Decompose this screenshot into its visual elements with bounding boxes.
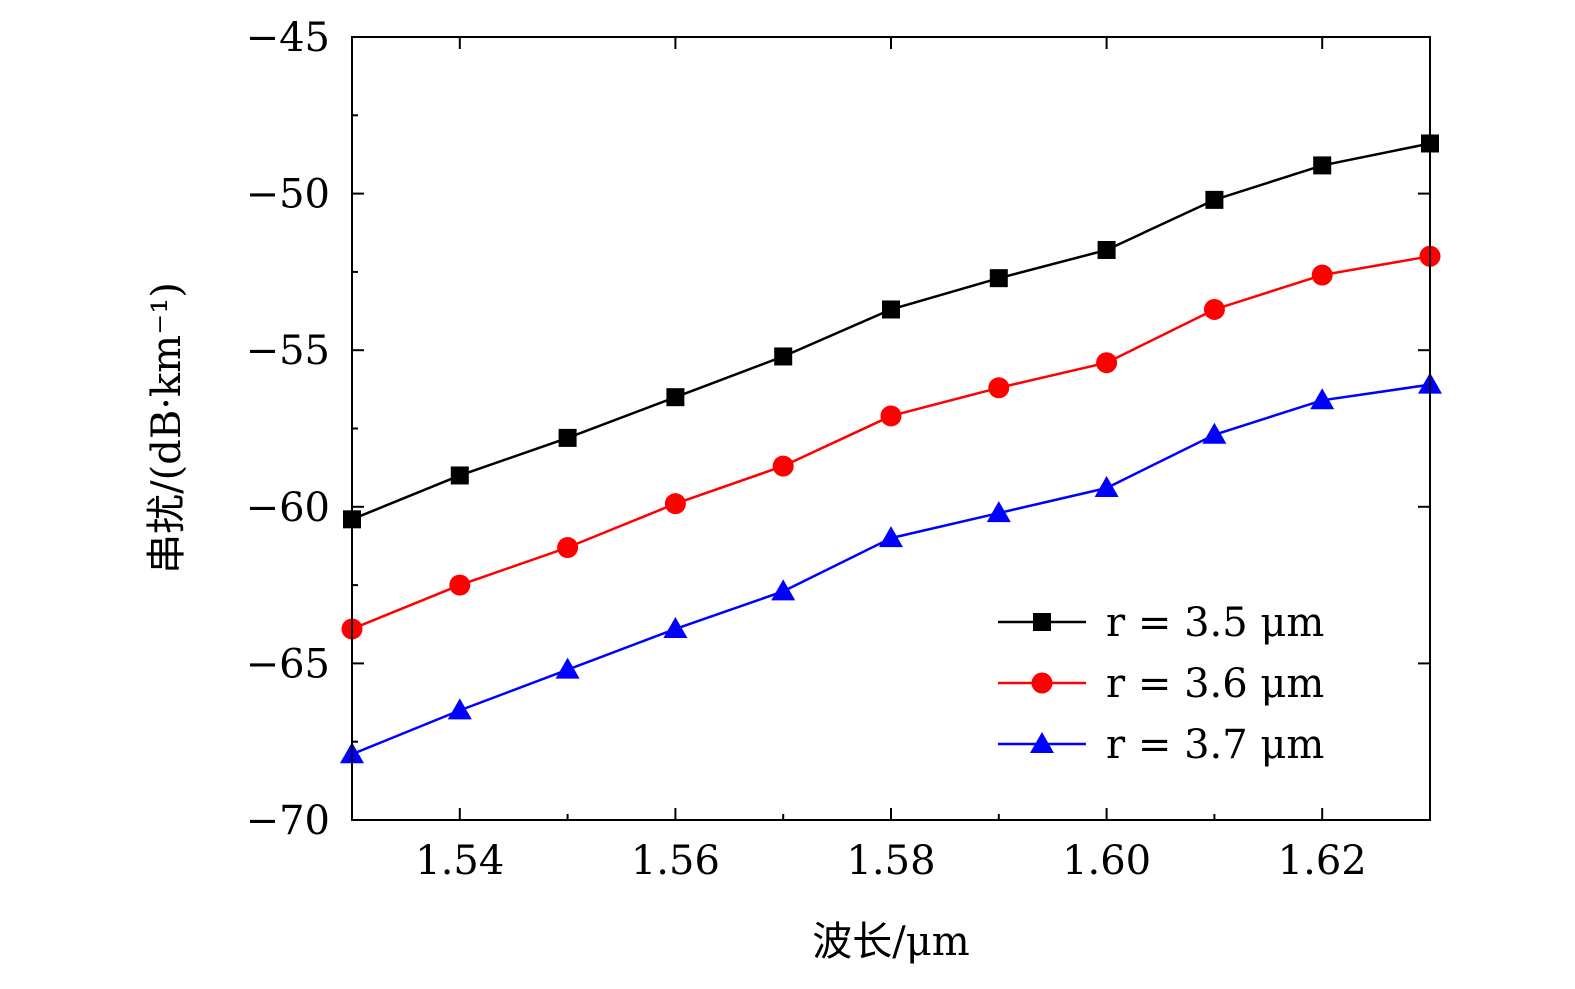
- legend-item: r = 3.5 μm: [998, 600, 1324, 646]
- y-tick-label: −70: [246, 798, 330, 844]
- data-point: [880, 405, 902, 427]
- data-point: [1311, 264, 1333, 286]
- legend-label: r = 3.5 μm: [1106, 600, 1324, 646]
- data-point: [1202, 422, 1227, 444]
- x-tick-label: 1.60: [1062, 838, 1151, 884]
- data-point: [1310, 388, 1335, 410]
- legend-label: r = 3.7 μm: [1106, 722, 1324, 768]
- data-point: [986, 501, 1011, 523]
- data-point: [1313, 156, 1332, 175]
- legend-label: r = 3.6 μm: [1106, 661, 1324, 707]
- x-tick-label: 1.56: [631, 838, 720, 884]
- data-point: [1205, 190, 1224, 209]
- y-tick-label: −60: [246, 485, 330, 531]
- y-tick-label: −65: [246, 641, 330, 687]
- data-point: [771, 579, 796, 601]
- x-tick-label: 1.58: [846, 838, 935, 884]
- legend-item: r = 3.7 μm: [998, 722, 1324, 768]
- x-axis: 1.54 1.56 1.58 1.60 1.62: [351, 37, 1431, 884]
- series-3: [340, 372, 1442, 764]
- legend-marker: [1031, 672, 1053, 694]
- data-point: [555, 657, 580, 679]
- data-point: [774, 347, 793, 366]
- data-point: [449, 574, 471, 596]
- y-tick-label: −55: [246, 328, 330, 374]
- legend-marker: [1030, 732, 1054, 753]
- y-tick-label: −45: [246, 15, 330, 61]
- data-point: [989, 269, 1008, 288]
- data-point: [664, 493, 686, 515]
- y-axis: −45 −50 −55 −60 −65 −70: [246, 15, 1430, 844]
- data-point: [450, 466, 469, 485]
- data-point: [882, 300, 900, 319]
- data-point: [879, 526, 903, 548]
- series-2: [341, 245, 1441, 640]
- data-point: [1097, 240, 1116, 259]
- legend-marker: [1033, 613, 1051, 631]
- data-point: [447, 698, 472, 720]
- data-point: [663, 616, 688, 638]
- data-point: [1203, 298, 1225, 320]
- x-tick-label: 1.62: [1278, 838, 1367, 884]
- data-point: [666, 388, 685, 407]
- data-point: [1094, 476, 1119, 498]
- x-axis-title: 波长/μm: [812, 919, 969, 965]
- legend: r = 3.5 μm r = 3.6 μm r = 3.7 μm: [998, 600, 1324, 768]
- plot-area: [340, 134, 1442, 764]
- y-tick-label: −50: [246, 172, 330, 218]
- data-point: [557, 537, 579, 559]
- data-point: [772, 455, 794, 477]
- data-point: [1096, 352, 1118, 374]
- x-tick-label: 1.54: [415, 838, 504, 884]
- series-1: [343, 134, 1439, 529]
- series-line: [351, 142, 1431, 521]
- y-axis-title: 串扰/(dB·km⁻¹): [144, 282, 190, 574]
- legend-item: r = 3.6 μm: [998, 661, 1324, 707]
- data-point: [988, 377, 1010, 399]
- data-point: [558, 428, 577, 447]
